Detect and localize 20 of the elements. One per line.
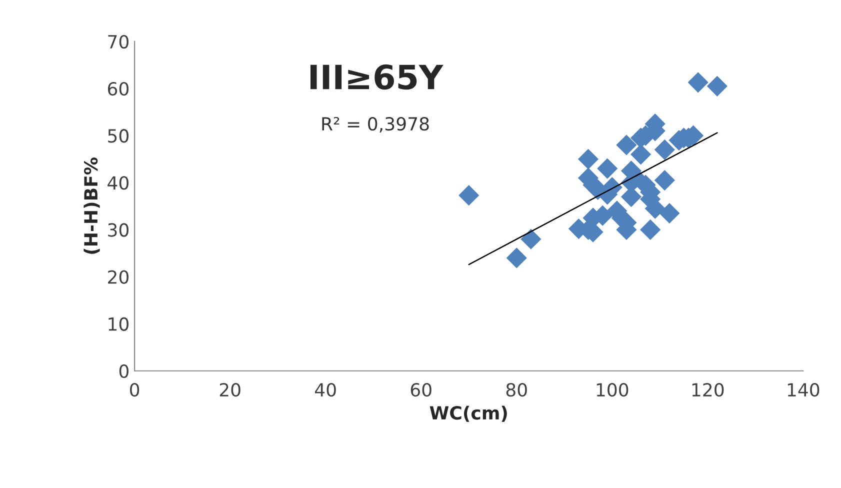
y-tick-label: 70: [108, 34, 128, 49]
x-tick-label: 120: [692, 383, 724, 397]
x-tick-label: 20: [220, 383, 240, 397]
y-axis-title: (H-H)BF%: [84, 158, 100, 254]
y-tick-label: 0: [119, 364, 128, 378]
y-tick-label: 20: [108, 270, 128, 284]
x-axis-title: WC(cm): [430, 406, 507, 422]
x-tick-label: 100: [596, 383, 628, 397]
y-tick-label: 60: [108, 82, 128, 96]
x-tick-label: 80: [506, 383, 527, 397]
x-tick-label: 40: [314, 383, 336, 397]
annotation: R² = 0,3978: [322, 117, 429, 133]
y-tick-label: 30: [108, 223, 128, 237]
x-tick-label: 0: [130, 383, 140, 397]
x-tick-label: 140: [788, 383, 820, 397]
y-tick-label: 40: [108, 176, 128, 190]
x-tick-label: 60: [410, 383, 432, 397]
y-tick-label: 50: [108, 129, 128, 143]
y-tick-label: 10: [108, 317, 128, 331]
text: III≥65Y: [310, 64, 444, 90]
